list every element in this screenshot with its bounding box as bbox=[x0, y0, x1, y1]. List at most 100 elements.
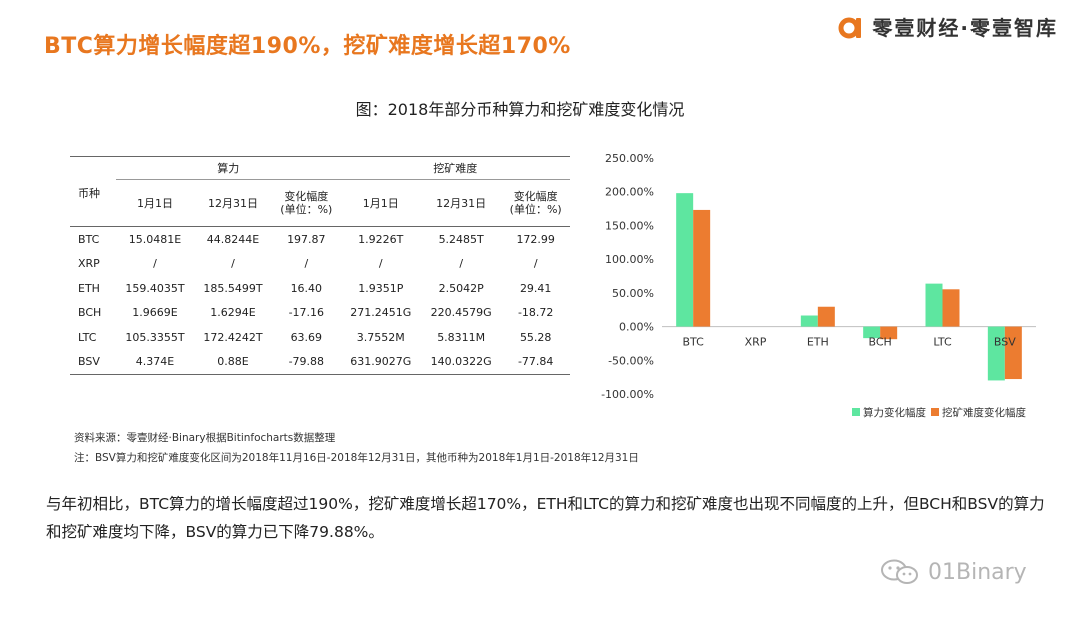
difficulty-dec31-cell: 5.8311M bbox=[437, 330, 486, 344]
change-header-line1: 变化幅度 bbox=[284, 190, 329, 203]
x-tick-label: XRP bbox=[745, 336, 767, 349]
x-tick-label: BTC bbox=[683, 336, 705, 349]
bar bbox=[693, 209, 711, 327]
coin-cell: LTC bbox=[78, 330, 97, 344]
hashrate-change-cell: 16.40 bbox=[290, 281, 323, 295]
change-header-line2: (单位：%) bbox=[509, 203, 562, 216]
watermark-text: 01Binary bbox=[928, 559, 1027, 585]
y-tick-label: 100.00% bbox=[605, 253, 654, 266]
difficulty-change-cell: 29.41 bbox=[519, 281, 552, 295]
hashrate-jan1-cell: 4.374E bbox=[116, 349, 195, 375]
y-tick-label: -50.00% bbox=[608, 354, 654, 367]
brand-name: 零壹财经·零壹智库 bbox=[872, 16, 1058, 40]
difficulty-group-header: 挖矿难度 bbox=[340, 156, 570, 180]
hashrate-change-cell: -17.16 bbox=[288, 306, 325, 320]
hashrate-group-header: 算力 bbox=[116, 156, 341, 180]
legend-label: 算力变化幅度 bbox=[863, 406, 926, 419]
legend-swatch bbox=[852, 408, 860, 416]
coin-cell: BCH bbox=[78, 306, 102, 320]
x-tick-label: BSV bbox=[994, 336, 1016, 349]
bar bbox=[800, 315, 818, 327]
difficulty-dec31-cell: 2.5042P bbox=[438, 281, 484, 295]
table-row: LTC 105.3355T 172.4242T 63.69 3.7552M 5.… bbox=[70, 325, 570, 350]
table-row: BTC 15.0481E 44.8244E 197.87 1.9226T 5.2… bbox=[70, 227, 570, 252]
difficulty-dec31-cell: / bbox=[459, 257, 464, 271]
difficulty-change-cell: -18.72 bbox=[517, 306, 554, 320]
hashrate-jan1-cell: 15.0481E bbox=[128, 232, 182, 246]
bar-chart: -100.00% -50.00% 0.00% 50.00% 100.00% 150.00%… bbox=[601, 152, 1036, 419]
x-tick-label: ETH bbox=[807, 336, 829, 349]
hashrate-jan1-cell: 159.4035T bbox=[125, 281, 185, 295]
difficulty-change-cell: 55.28 bbox=[519, 330, 552, 344]
difficulty-dec31-cell: 5.2485T bbox=[438, 232, 484, 246]
coin-cell: XRP bbox=[78, 257, 100, 271]
y-tick-label: 150.00% bbox=[605, 219, 654, 232]
difficulty-change-header: 变化幅度 (单位：%) bbox=[501, 179, 570, 227]
legend-label: 挖矿难度变化幅度 bbox=[942, 406, 1026, 419]
source-note: 资料来源：零壹财经·Binary根据Bitinfocharts数据整理 bbox=[74, 432, 336, 444]
bar bbox=[1004, 326, 1022, 380]
difficulty-jan1-cell: 631.9027G bbox=[340, 349, 421, 375]
hashrate-dec31-cell: 185.5499T bbox=[203, 281, 263, 295]
difficulty-change-cell: / bbox=[533, 257, 538, 271]
hashrate-dec31-cell: 0.88E bbox=[194, 349, 273, 375]
y-tick-label: -100.00% bbox=[601, 388, 654, 401]
hashrate-change-cell: / bbox=[304, 257, 309, 271]
x-tick-label: LTC bbox=[933, 336, 952, 349]
table-row: ETH 159.4035T 185.5499T 16.40 1.9351P 2.… bbox=[70, 276, 570, 301]
bar bbox=[987, 326, 1005, 381]
difficulty-jan1-cell: / bbox=[378, 257, 383, 271]
hashrate-change-cell: 63.69 bbox=[290, 330, 323, 344]
watermark: 01Binary bbox=[878, 557, 1027, 587]
y-tick-label: 50.00% bbox=[612, 287, 654, 300]
table-row: BCH 1.9669E 1.6294E -17.16 271.2451G 220… bbox=[70, 301, 570, 326]
difficulty-jan1-cell: 3.7552M bbox=[356, 330, 405, 344]
y-tick-label: 0.00% bbox=[619, 321, 654, 334]
change-header-line1: 变化幅度 bbox=[513, 190, 558, 203]
hashrate-dec31-cell: / bbox=[231, 257, 235, 271]
hashrate-change-header: 变化幅度 (单位：%) bbox=[272, 179, 341, 227]
difficulty-change-cell: 172.99 bbox=[516, 232, 555, 246]
hashrate-jan1-header: 1月1日 bbox=[116, 179, 195, 227]
hashrate-dec31-cell: 172.4242T bbox=[203, 330, 263, 344]
x-tick-label: BCH bbox=[869, 336, 892, 349]
difficulty-jan1-cell: 1.9226T bbox=[358, 232, 404, 246]
brand-logo-icon bbox=[838, 17, 862, 38]
coin-cell: ETH bbox=[78, 281, 100, 295]
difficulty-dec31-cell: 140.0322G bbox=[420, 349, 502, 375]
hashrate-change-cell: -79.88 bbox=[272, 349, 341, 375]
difficulty-change-cell: -77.84 bbox=[501, 349, 570, 375]
bar bbox=[925, 283, 943, 327]
y-tick-label: 200.00% bbox=[605, 186, 654, 199]
hashrate-jan1-cell: 1.9669E bbox=[132, 306, 178, 320]
bar bbox=[880, 326, 898, 340]
hashrate-dec31-header: 12月31日 bbox=[194, 179, 273, 227]
hashrate-change-cell: 197.87 bbox=[287, 232, 326, 246]
hashrate-jan1-cell: / bbox=[153, 257, 157, 271]
chart-title: 图：2018年部分币种算力和挖矿难度变化情况 bbox=[355, 100, 685, 119]
slide-title: BTC算力增长幅度超190%，挖矿难度增长超170% bbox=[44, 34, 571, 59]
table-group-header-row: 币种 算力 挖矿难度 bbox=[70, 156, 570, 227]
difficulty-jan1-cell: 1.9351P bbox=[358, 281, 404, 295]
difficulty-dec31-header: 12月31日 bbox=[420, 179, 502, 227]
change-header-line2: (单位：%) bbox=[280, 203, 333, 216]
legend-swatch bbox=[931, 408, 939, 416]
table-row: BSV 4.374E 0.88E -79.88 631.9027G 140.03… bbox=[70, 349, 570, 375]
wechat-icon bbox=[881, 559, 918, 584]
table-sub-header-row: 1月1日 12月31日 变化幅度 (单位：%) 1月1日 12月31日 变化幅度(… bbox=[70, 179, 570, 227]
bar bbox=[863, 326, 881, 339]
body-paragraph: 与年初相比，BTC算力的增长幅度超过190%，挖矿难度增长超170%，ETH和L… bbox=[46, 495, 1045, 541]
y-tick-label: 250.00% bbox=[605, 152, 654, 165]
difficulty-dec31-cell: 220.4579G bbox=[430, 306, 492, 320]
coin-column-header: 币种 bbox=[70, 156, 116, 227]
footnote: 注：BSV算力和挖矿难度变化区间为2018年11月16日-2018年12月31日… bbox=[74, 452, 639, 464]
brand: 零壹财经·零壹智库 bbox=[838, 12, 1058, 41]
data-table: 币种 算力 挖矿难度 1月1日 12月31日 变化幅度 (单位：%) 1月1日 1… bbox=[70, 156, 570, 375]
table-row: XRP / / / / / / bbox=[70, 252, 570, 277]
difficulty-jan1-cell: 271.2451G bbox=[350, 306, 412, 320]
coin-cell: BSV bbox=[70, 349, 116, 375]
difficulty-jan1-header: 1月1日 bbox=[340, 179, 421, 227]
bar bbox=[942, 289, 960, 327]
bar bbox=[676, 193, 694, 327]
bar bbox=[817, 306, 835, 327]
